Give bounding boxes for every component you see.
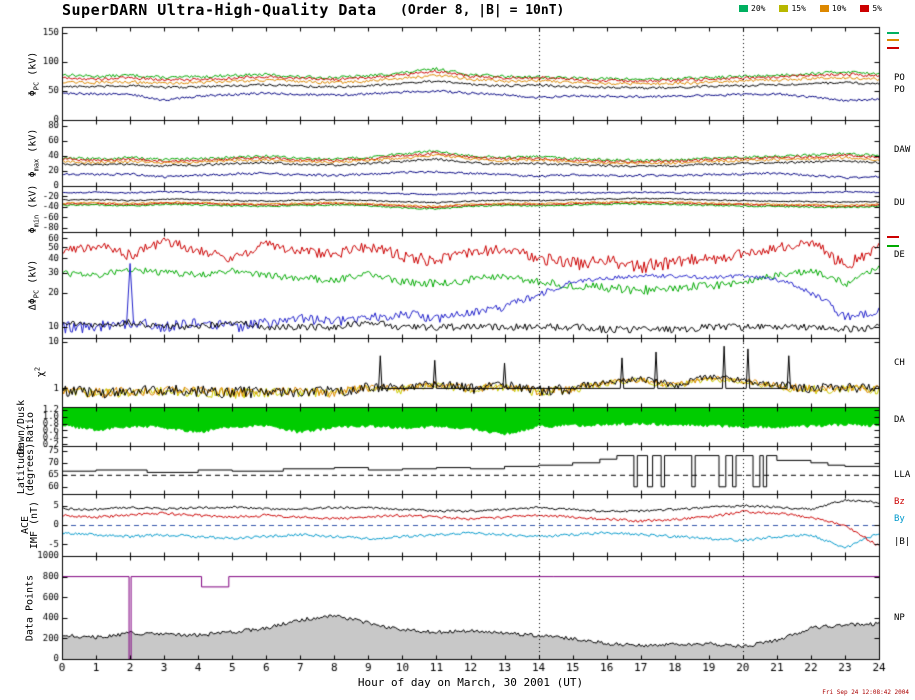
series-color-mark [887, 31, 899, 34]
legend-item: 20% [739, 4, 765, 13]
series-color-mark [887, 236, 899, 239]
series-color-mark [887, 46, 899, 49]
legend-label: 10% [831, 4, 847, 13]
page-title: SuperDARN Ultra-High-Quality Data [62, 1, 377, 19]
legend-swatch [779, 5, 789, 12]
y-axis-title-delta-phi: ΔΦPC (kV) [27, 259, 41, 311]
series-color-mark [887, 39, 899, 42]
right-axis-label: Bz [894, 497, 905, 508]
right-axis-label: LLA [894, 469, 911, 480]
right-axis-label: DA [894, 414, 905, 425]
title-parameters: (Order 8, |B| = 10nT) [400, 3, 565, 18]
x-axis-label: Hour of day on March, 30 2001 (UT) [357, 676, 584, 689]
y-axis-title-chi-squared: χ2 [33, 366, 47, 378]
right-axis-label: DAW [894, 144, 911, 155]
y-axis-title-phi-max: Φmax (kV) [27, 128, 41, 178]
right-axis-label: By [894, 513, 905, 524]
right-axis-label: |B| [894, 537, 911, 548]
right-axis-label: NP [894, 612, 905, 623]
y-axis-title-phi-min: Φmin (kV) [27, 184, 41, 234]
right-axis-label: DU [894, 198, 905, 209]
legend-swatch [819, 5, 829, 12]
legend-item: 5% [860, 4, 882, 13]
right-axis-label: DE [894, 250, 905, 261]
series-color-mark [887, 244, 899, 247]
legend-swatch [739, 5, 748, 12]
y-axis-title-data-points: Data Points [24, 574, 36, 642]
legend-item: 10% [819, 4, 847, 13]
right-axis-label: PO [894, 85, 905, 96]
y-axis-title-ace-imf: ACE IMF (nT) [20, 500, 40, 550]
legend-item: 15% [779, 4, 806, 13]
right-axis-label: CH [894, 357, 905, 368]
legend-label: 15% [791, 4, 806, 13]
legend-swatch [860, 5, 870, 12]
legend-label: 5% [872, 4, 882, 13]
y-axis-title-phi-pc: ΦPC (kV) [27, 51, 41, 97]
legend-label: 20% [751, 4, 766, 13]
threshold-legend: 20% 15% 10% 5% [620, 4, 882, 13]
right-axis-label: PO [894, 73, 905, 84]
y-axis-title-latitude: Latitude (degrees) [16, 442, 36, 498]
plot-timestamp: Fri Sep 24 12:08:42 2004 [822, 689, 909, 696]
